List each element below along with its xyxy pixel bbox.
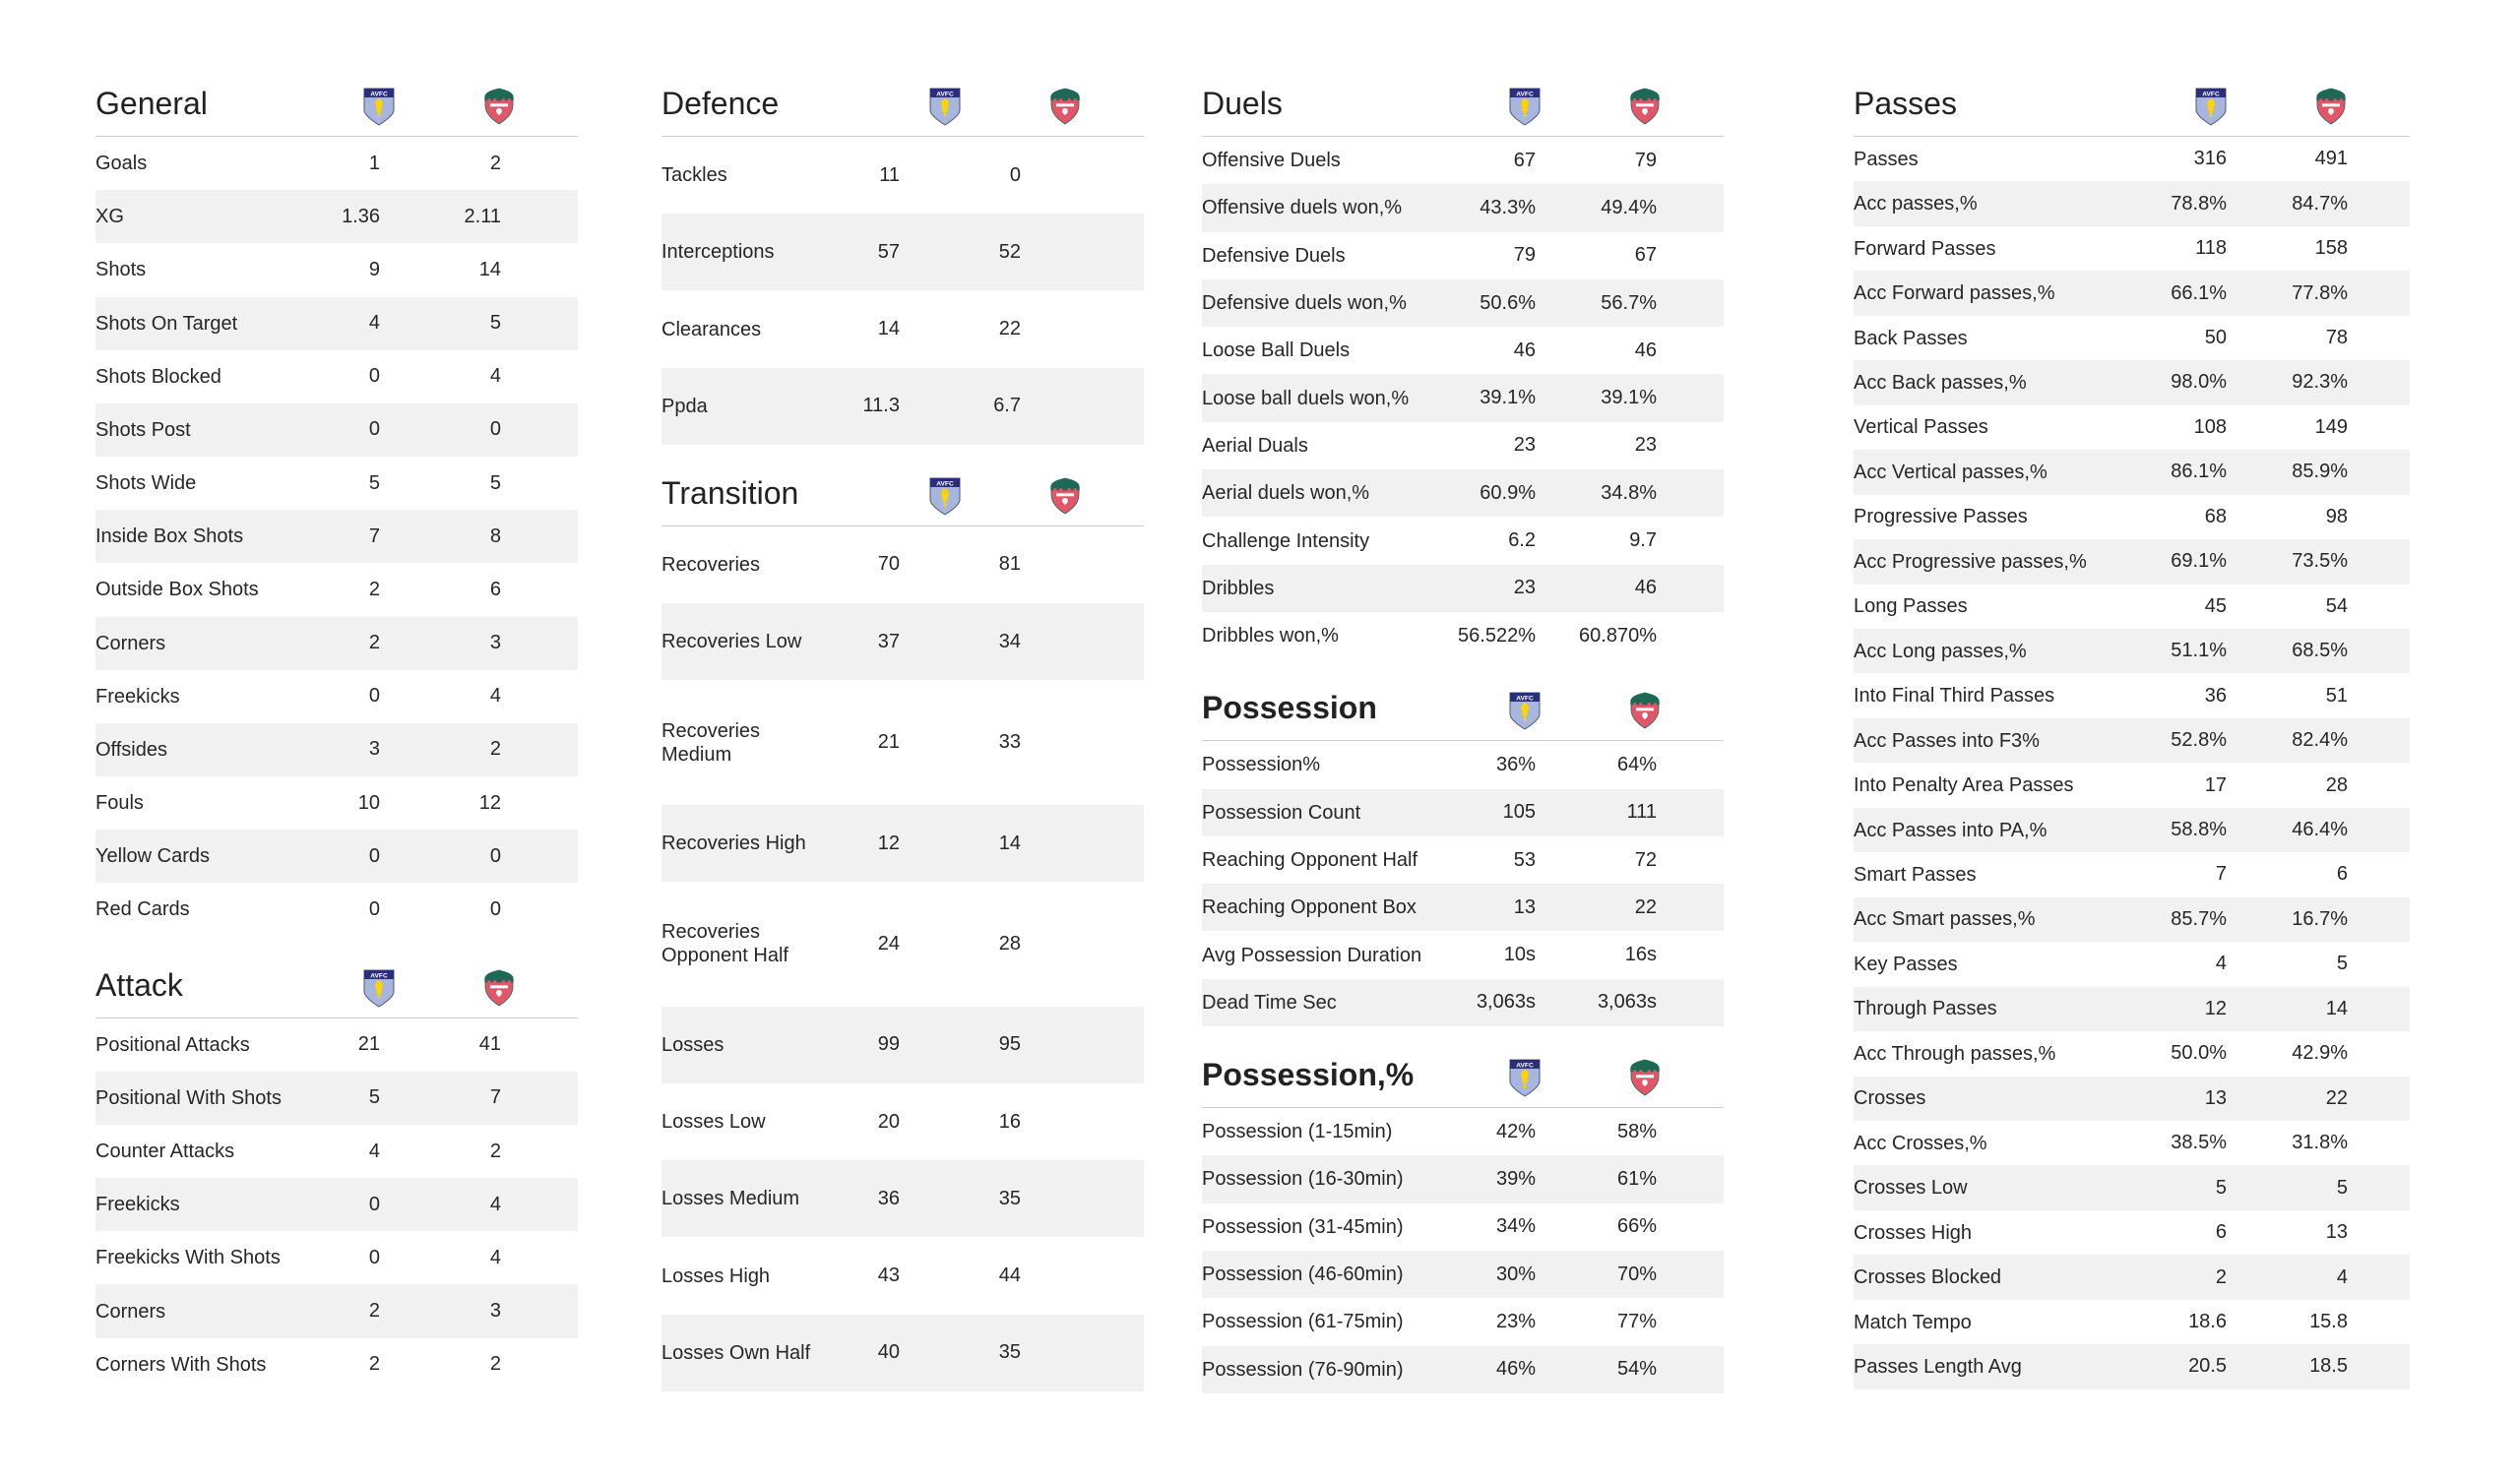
svg-text:AVFC: AVFC <box>1516 696 1534 703</box>
svg-text:AVFC: AVFC <box>936 91 954 97</box>
svg-text:AVFC: AVFC <box>1516 1062 1534 1069</box>
svg-text:AVFC: AVFC <box>1516 91 1534 97</box>
svg-text:AVFC: AVFC <box>936 480 954 487</box>
svg-text:AVFC: AVFC <box>370 972 388 979</box>
svg-text:AVFC: AVFC <box>2202 91 2220 97</box>
svg-text:AVFC: AVFC <box>370 91 388 97</box>
